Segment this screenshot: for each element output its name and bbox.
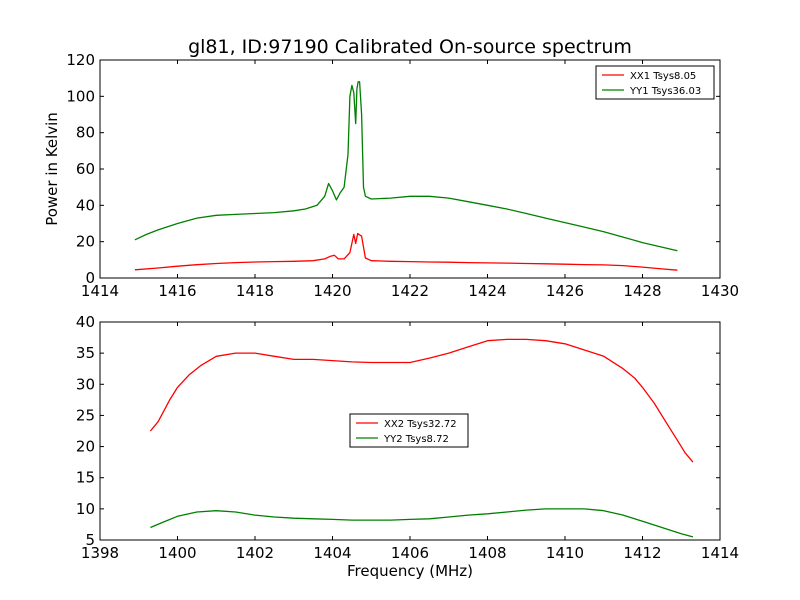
bottom-x-tick-label: 1402 <box>236 544 274 562</box>
top-x-tick-label: 1428 <box>623 282 661 300</box>
bottom-legend: XX2 Tsys32.72 YY2 Tsys8.72 <box>349 413 469 448</box>
top-y-tick-label: 120 <box>66 51 95 69</box>
bottom-x-tick-label: 1398 <box>81 544 119 562</box>
top-y-tick-label: 60 <box>76 160 95 178</box>
y-axis-label-top: Power in Kelvin <box>43 112 61 226</box>
bottom-x-tick-label: 1410 <box>546 544 584 562</box>
top-y-tick-label: 40 <box>76 196 95 214</box>
bottom-x-tick-label: 1400 <box>158 544 196 562</box>
bottom-y-tick-label: 15 <box>76 469 95 487</box>
top-y-tick-label: 80 <box>76 124 95 142</box>
top-legend-label-1: YY1 Tsys36.03 <box>629 86 701 97</box>
top-series-line-0 <box>134 232 678 271</box>
top-y-tick-label: 100 <box>66 87 95 105</box>
bottom-legend-box <box>349 413 469 448</box>
bottom-y-tick-label: 40 <box>76 313 95 331</box>
bottom-y-tick-label: 20 <box>76 438 95 456</box>
chart-title: gl81, ID:97190 Calibrated On-source spec… <box>188 36 632 58</box>
top-legend: XX1 Tsys8.05 YY1 Tsys36.03 <box>595 65 715 100</box>
top-series-line-1 <box>134 81 678 252</box>
bottom-y-tick-label: 35 <box>76 344 95 362</box>
top-x-tick-label: 1422 <box>391 282 429 300</box>
bottom-series-line-0 <box>149 338 694 463</box>
top-x-tick-label: 1418 <box>236 282 274 300</box>
top-x-tick-label: 1424 <box>468 282 506 300</box>
bottom-plot: 1398 1400 1402 1404 1406 1408 1410 1412 1414 5 10 1… <box>76 313 739 562</box>
top-plot: 1414 1416 1418 1420 1422 1424 1426 1428 1430 0 20 4… <box>66 51 739 300</box>
top-legend-label-0: XX1 Tsys8.05 <box>630 71 696 82</box>
bottom-y-tick-label: 5 <box>85 531 95 549</box>
top-x-tick-label: 1430 <box>701 282 739 300</box>
bottom-y-tick-label: 25 <box>76 406 95 424</box>
bottom-legend-label-0: XX2 Tsys32.72 <box>384 419 457 430</box>
bottom-y-tick-label: 30 <box>76 375 95 393</box>
top-y-tick-label: 0 <box>85 269 95 287</box>
bottom-x-tick-label: 1412 <box>623 544 661 562</box>
x-axis-label-bottom: Frequency (MHz) <box>347 562 473 580</box>
bottom-x-tick-label: 1414 <box>701 544 739 562</box>
top-x-tick-label: 1414 <box>81 282 119 300</box>
bottom-x-tick-label: 1406 <box>391 544 429 562</box>
bottom-legend-label-1: YY2 Tsys8.72 <box>383 434 449 445</box>
bottom-y-tick-label: 10 <box>76 500 95 518</box>
top-legend-box <box>595 65 715 100</box>
top-x-tick-label: 1426 <box>546 282 584 300</box>
top-x-tick-label: 1420 <box>313 282 351 300</box>
bottom-series-line-1 <box>150 508 694 538</box>
top-y-tick-label: 20 <box>76 233 95 251</box>
top-x-tick-label: 1416 <box>158 282 196 300</box>
bottom-x-tick-label: 1404 <box>313 544 351 562</box>
bottom-x-tick-label: 1408 <box>468 544 506 562</box>
